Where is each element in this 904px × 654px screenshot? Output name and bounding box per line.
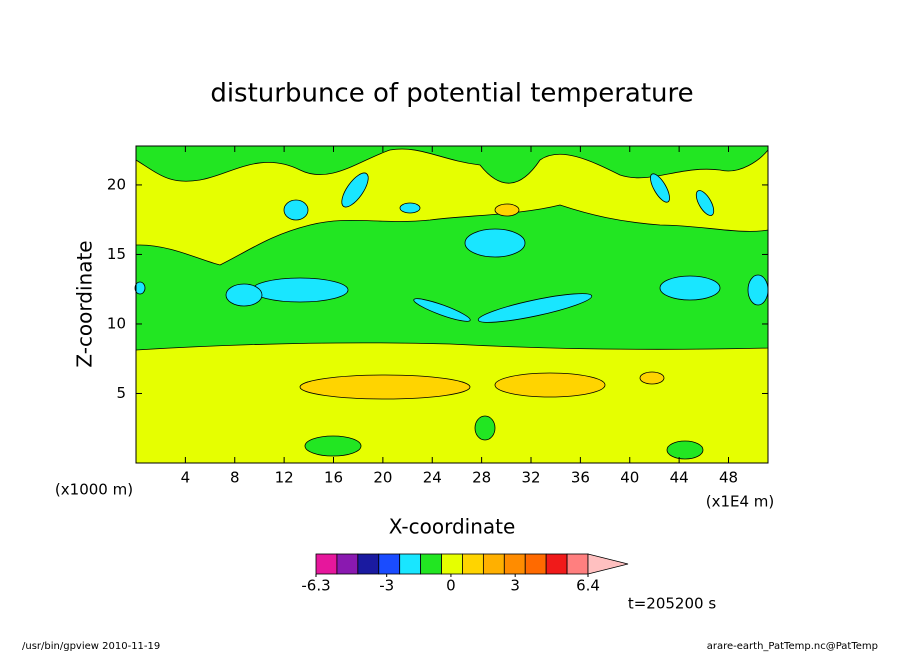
cyan-regions	[134, 172, 769, 323]
x-tick-label: 28	[472, 469, 491, 487]
x-tick-label: 36	[571, 469, 590, 487]
colorbar-box	[357, 553, 380, 575]
x-tick-label: 8	[230, 469, 240, 487]
region-green-small	[304, 435, 362, 457]
colorbar-box	[545, 553, 568, 575]
x-tick-label: 24	[423, 469, 442, 487]
colorbar-box	[399, 553, 422, 575]
x-tick-label: 20	[373, 469, 392, 487]
orange-regions	[299, 203, 665, 400]
region-yellow	[135, 148, 769, 266]
region-cyan	[695, 190, 715, 216]
region-cyan	[413, 298, 471, 322]
y-tick-label: 15	[107, 245, 126, 263]
colorbar-box	[503, 553, 526, 575]
region-orange	[639, 371, 665, 385]
region-orange	[494, 372, 606, 398]
region-cyan	[251, 277, 349, 303]
colorbar-tick-label: 3	[510, 577, 520, 595]
contour-field	[134, 145, 769, 464]
region-cyan	[225, 283, 263, 307]
x-tick-label: 48	[719, 469, 738, 487]
region-orange	[494, 203, 520, 217]
region-cyan	[747, 274, 769, 306]
time-label: t=205200 s	[628, 595, 716, 613]
colorbar-box	[378, 553, 401, 575]
region-cyan	[399, 202, 421, 214]
x-tick-label: 44	[670, 469, 689, 487]
colorbar-box	[441, 553, 463, 575]
y-axis-label: Z-coordinate	[73, 240, 97, 367]
colorbar-box	[482, 553, 505, 575]
colorbar-tick-label: 6.4	[576, 577, 600, 595]
colorbar-box	[462, 553, 484, 575]
region-cyan	[464, 228, 526, 258]
x-unit-right: (x1E4 m)	[706, 493, 775, 511]
x-tick-label: 4	[181, 469, 191, 487]
plot-frame	[135, 145, 769, 464]
y-tick-label: 5	[116, 384, 126, 402]
chart-title: disturbunce of potential temperature	[210, 79, 693, 109]
green-regions	[304, 415, 704, 460]
colorbar-tick-label: -3	[379, 577, 394, 595]
y-tick-label: 20	[107, 175, 126, 193]
x-tick-label: 32	[521, 469, 540, 487]
colorbar-box	[336, 553, 359, 575]
colorbar-tick-label: -6.3	[301, 577, 330, 595]
region-cyan	[650, 173, 670, 203]
footer-left: /usr/bin/gpview 2010-11-19	[22, 641, 160, 652]
x-tick-label: 16	[324, 469, 343, 487]
region-orange	[299, 374, 471, 400]
x-unit-left: (x1000 m)	[55, 481, 133, 499]
colorbar-extension	[587, 553, 629, 575]
region-cyan	[659, 275, 721, 301]
footer-right: arare-earth_PatTemp.nc@PatTemp	[707, 641, 878, 652]
y-tick-label: 10	[107, 314, 126, 332]
x-tick-label: 12	[275, 469, 294, 487]
region-green-small	[666, 440, 704, 460]
colorbar-box	[524, 553, 547, 575]
region-cyan	[477, 293, 593, 323]
region-cyan	[134, 281, 146, 295]
x-axis-label: X-coordinate	[389, 515, 516, 539]
x-tick-label: 40	[620, 469, 639, 487]
region-cyan	[341, 172, 369, 208]
colorbar-box	[315, 553, 338, 575]
colorbar-box	[566, 553, 589, 575]
region-green-small	[474, 415, 496, 441]
colorbar-box	[420, 553, 442, 575]
region-cyan	[283, 199, 309, 221]
colorbar-tick-label: 0	[446, 577, 456, 595]
